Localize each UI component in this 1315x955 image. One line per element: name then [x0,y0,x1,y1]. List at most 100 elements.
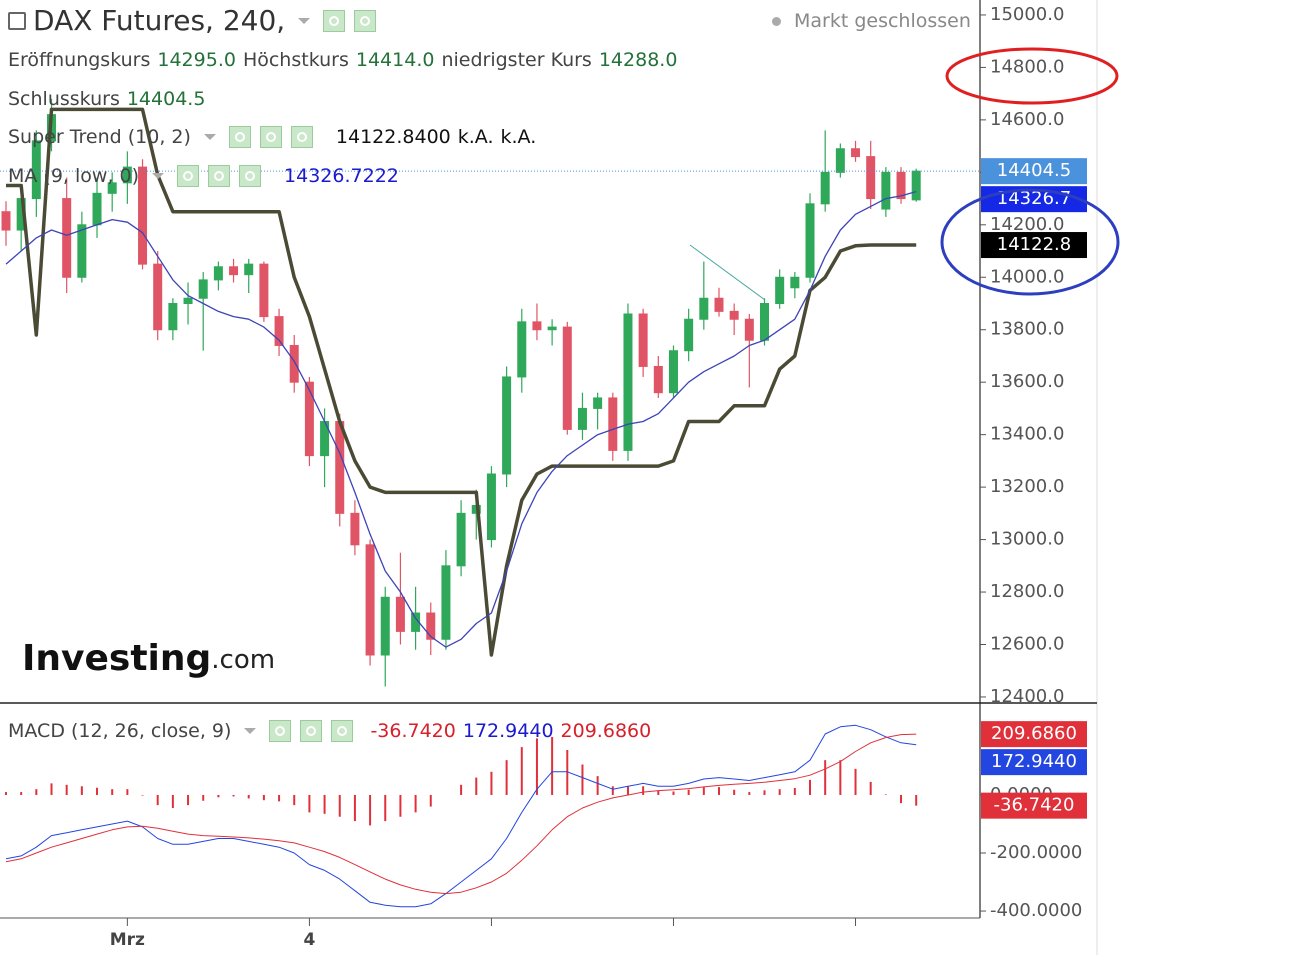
settings-icon[interactable] [354,9,377,32]
y-tick-label: 13400.0 [990,424,1064,445]
candle-body [138,166,148,265]
settings-icon[interactable] [208,165,231,187]
logo-suffix: .com [211,645,275,675]
candle-body [229,266,239,276]
candle-body [699,297,709,320]
candle-body [31,140,41,200]
indicator-value: k.A. [500,126,537,148]
visibility-icon[interactable] [269,720,292,742]
ohlc-row: Eröffnungskurs 14295.0 Höchstkurs 14414.0 … [8,49,677,71]
candle-body [304,381,314,457]
dropdown[interactable] [298,17,311,24]
indicator-name: Super Trend (10, 2) [8,126,191,148]
ohlc-value: 14404.5 [126,88,206,110]
highlight-ellipse [940,188,1120,296]
status-text: Markt geschlossen [794,10,971,32]
candle-body [153,263,163,331]
candle-body [77,224,87,278]
candle-body [684,318,694,352]
candle-body [744,318,754,341]
menu-icon[interactable] [8,11,26,30]
candle-body [486,473,496,541]
y-tick-label: 14800.0 [990,56,1064,77]
candle-body [532,321,542,331]
y-tick-label: 12400.0 [990,686,1064,707]
logo-main: Investing [22,638,211,679]
candle-body [62,198,72,278]
indicator-value: 209.6860 [560,720,652,742]
indicator-legend: MA (9, low, 0) 14326.7222 [8,165,399,187]
trend-line[interactable] [689,244,766,301]
candle-body [274,316,284,346]
remove-icon[interactable] [239,165,262,187]
ohlc-value: 14414.0 [355,49,435,71]
dropdown[interactable] [152,173,165,179]
candle-body [714,297,724,312]
y-tick-label: 15000.0 [990,4,1064,25]
price-tag [981,232,1087,259]
x-tick-label: Mrz [110,930,145,950]
candle-body [881,171,891,210]
indicator-value: k.A. [457,126,494,148]
candle-body [502,376,512,475]
candle-body [608,397,618,451]
candle-body [835,148,845,173]
candle-body [593,397,603,409]
ohlc-value: 14295.0 [157,49,236,71]
macd-line [5,724,917,908]
candle-body [805,203,815,278]
indicator-legend: Super Trend (10, 2) 14122.8400 k.A. k.A. [8,126,536,148]
ohlc-label: Schlusskurs [8,88,120,110]
settings-icon[interactable] [300,720,323,742]
y-tick-label: 13000.0 [990,529,1064,550]
price-tag-label: -36.7420 [994,795,1075,816]
ohlc-label: Eröffnungskurs [8,49,151,71]
y-tick-label: -200.0000 [990,842,1082,863]
y-tick-label: 12600.0 [990,634,1064,655]
candle-body [1,211,11,231]
candle-body [851,148,861,158]
price-tag [981,749,1087,776]
candle-body [289,344,299,383]
candle-body [760,302,769,341]
dropdown[interactable] [244,728,257,734]
ohlc-value: 14288.0 [598,49,678,71]
indicator-value: 14326.7222 [284,165,399,187]
candle-body [547,326,557,331]
candle-body [577,407,587,430]
dropdown[interactable] [203,134,216,140]
macd-line [5,733,917,895]
close-row: Schlusskurs 14404.5 [8,88,205,110]
candle-body [668,350,678,394]
candle-body [107,182,117,194]
indicator-line [5,190,917,648]
title-row: DAX Futures, 240, [8,4,378,37]
visibility-icon[interactable] [177,165,200,187]
candle-body [426,612,436,640]
price-tag [981,721,1087,748]
candle-body [638,313,648,367]
y-tick-label: 14200.0 [990,214,1064,235]
indicator-value: 14122.8400 [335,126,451,148]
settings-icon[interactable] [323,9,346,32]
candle-body [775,276,785,304]
candle-body [259,263,269,318]
candle-body [517,321,527,378]
candle-body [729,310,739,320]
candle-body [183,297,193,304]
remove-icon[interactable] [331,720,354,742]
candle-body [168,302,178,331]
status-dot [772,16,781,26]
visibility-icon[interactable] [228,126,251,148]
price-tag-label: 14326.7 [997,188,1071,209]
remove-icon[interactable] [290,126,313,148]
y-tick-label: 12800.0 [990,581,1064,602]
highlight-ellipse [945,47,1119,105]
indicator-value: 172.9440 [462,720,554,742]
y-tick-label: 13600.0 [990,371,1064,392]
candle-body [365,544,375,656]
settings-icon[interactable] [259,126,282,148]
candle-body [623,313,633,451]
